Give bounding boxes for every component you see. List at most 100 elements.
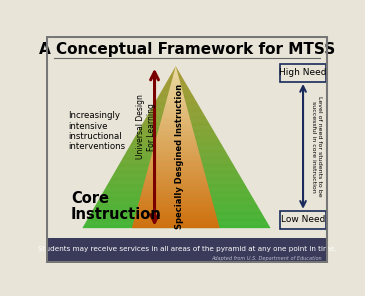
Polygon shape: [149, 165, 203, 166]
Text: A Conceptual Framework for MTSS: A Conceptual Framework for MTSS: [39, 42, 335, 57]
Polygon shape: [160, 93, 192, 94]
Polygon shape: [135, 136, 217, 137]
Polygon shape: [88, 217, 265, 218]
Polygon shape: [157, 98, 195, 99]
Polygon shape: [102, 193, 250, 194]
Polygon shape: [153, 148, 198, 149]
Polygon shape: [100, 196, 252, 197]
Polygon shape: [143, 188, 209, 189]
Polygon shape: [175, 69, 177, 70]
Polygon shape: [168, 94, 184, 95]
Polygon shape: [149, 166, 203, 167]
Polygon shape: [146, 118, 206, 119]
Polygon shape: [163, 113, 189, 114]
Polygon shape: [153, 104, 199, 105]
Polygon shape: [136, 212, 215, 213]
Polygon shape: [155, 102, 197, 103]
Polygon shape: [166, 100, 185, 101]
Polygon shape: [141, 195, 211, 196]
Text: Specially Desgined Instruction: Specially Desgined Instruction: [176, 84, 184, 229]
Polygon shape: [90, 214, 262, 215]
Polygon shape: [153, 150, 199, 151]
Polygon shape: [136, 211, 215, 212]
Polygon shape: [165, 85, 187, 86]
Text: Level of need for students to be
successful in core instruction: Level of need for students to be success…: [311, 96, 322, 197]
Polygon shape: [147, 173, 205, 174]
Polygon shape: [140, 127, 212, 128]
Polygon shape: [162, 116, 189, 117]
Polygon shape: [127, 151, 226, 152]
Polygon shape: [151, 158, 201, 159]
Polygon shape: [165, 105, 187, 106]
FancyBboxPatch shape: [280, 64, 326, 82]
Polygon shape: [103, 192, 250, 193]
Polygon shape: [146, 177, 206, 178]
Polygon shape: [138, 132, 215, 133]
Polygon shape: [170, 88, 182, 89]
Polygon shape: [104, 189, 248, 190]
Polygon shape: [147, 170, 204, 171]
Polygon shape: [148, 167, 203, 168]
Polygon shape: [155, 101, 197, 102]
Polygon shape: [87, 219, 266, 220]
Polygon shape: [117, 168, 236, 169]
Polygon shape: [147, 115, 205, 116]
Polygon shape: [142, 191, 210, 192]
Polygon shape: [85, 222, 267, 223]
Polygon shape: [107, 184, 245, 185]
Polygon shape: [119, 163, 233, 164]
Polygon shape: [138, 204, 213, 205]
Polygon shape: [152, 152, 199, 153]
Polygon shape: [135, 215, 216, 216]
Polygon shape: [137, 208, 214, 209]
Text: Core: Core: [71, 191, 109, 206]
Polygon shape: [167, 80, 184, 81]
Polygon shape: [142, 124, 210, 125]
Polygon shape: [94, 207, 259, 208]
Polygon shape: [110, 180, 243, 181]
Polygon shape: [158, 97, 194, 98]
Polygon shape: [172, 72, 180, 73]
Polygon shape: [156, 138, 195, 139]
Polygon shape: [111, 177, 241, 178]
Polygon shape: [144, 120, 208, 121]
Polygon shape: [84, 224, 269, 225]
Polygon shape: [168, 95, 184, 96]
Polygon shape: [167, 98, 185, 99]
Polygon shape: [165, 84, 187, 85]
Polygon shape: [86, 221, 267, 222]
Polygon shape: [123, 157, 230, 158]
Polygon shape: [142, 123, 210, 124]
Polygon shape: [134, 220, 218, 221]
Polygon shape: [167, 81, 185, 82]
Polygon shape: [160, 126, 192, 127]
Polygon shape: [123, 158, 230, 159]
Polygon shape: [161, 121, 191, 122]
Polygon shape: [93, 209, 260, 210]
Polygon shape: [110, 179, 242, 180]
Polygon shape: [133, 222, 218, 223]
Polygon shape: [138, 206, 214, 207]
Polygon shape: [170, 75, 181, 76]
Text: Universal Design
For Learning: Universal Design For Learning: [137, 94, 156, 159]
Polygon shape: [126, 152, 226, 153]
Polygon shape: [143, 185, 208, 186]
Polygon shape: [84, 225, 269, 226]
Polygon shape: [157, 136, 195, 137]
Polygon shape: [151, 157, 201, 158]
Polygon shape: [170, 85, 181, 86]
Polygon shape: [112, 176, 241, 177]
Polygon shape: [167, 99, 185, 100]
Polygon shape: [129, 147, 223, 148]
Polygon shape: [152, 153, 199, 154]
Text: Students may receive services in all areas of the pyramid at any one point in ti: Students may receive services in all are…: [38, 246, 337, 252]
Polygon shape: [98, 201, 255, 202]
Polygon shape: [172, 81, 180, 82]
Polygon shape: [145, 179, 207, 180]
Polygon shape: [111, 178, 242, 179]
Polygon shape: [146, 176, 206, 177]
Polygon shape: [163, 87, 188, 88]
Polygon shape: [115, 170, 237, 171]
Polygon shape: [154, 146, 197, 147]
Polygon shape: [91, 213, 262, 214]
